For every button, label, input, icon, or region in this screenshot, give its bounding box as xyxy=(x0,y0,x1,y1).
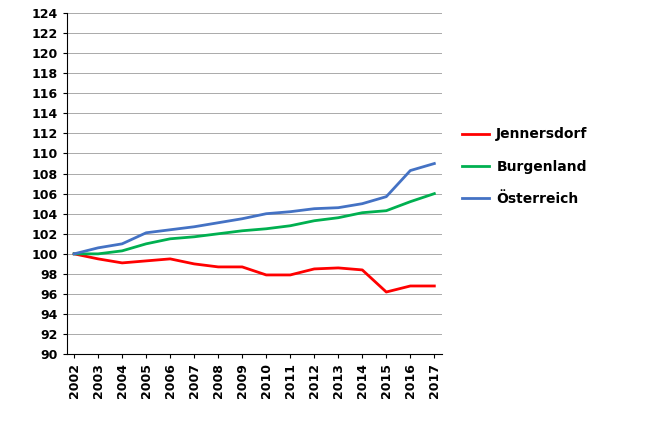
Burgenland xyxy=(94,251,102,257)
Österreich xyxy=(214,220,222,226)
Burgenland xyxy=(334,215,343,220)
Österreich xyxy=(118,241,126,246)
Österreich xyxy=(310,206,318,211)
Österreich xyxy=(406,168,414,173)
Jennersdorf xyxy=(70,251,78,257)
Burgenland xyxy=(70,251,78,257)
Burgenland xyxy=(430,191,438,196)
Burgenland xyxy=(214,231,222,236)
Jennersdorf xyxy=(382,289,390,295)
Jennersdorf xyxy=(334,265,343,270)
Österreich xyxy=(142,230,150,235)
Österreich xyxy=(334,205,343,210)
Jennersdorf xyxy=(406,283,414,289)
Österreich xyxy=(166,227,174,232)
Burgenland xyxy=(382,208,390,213)
Jennersdorf xyxy=(238,264,246,270)
Jennersdorf xyxy=(94,256,102,261)
Österreich xyxy=(238,216,246,221)
Jennersdorf xyxy=(118,260,126,266)
Burgenland xyxy=(262,226,270,232)
Österreich xyxy=(94,245,102,251)
Österreich xyxy=(286,209,294,214)
Burgenland xyxy=(310,218,318,223)
Jennersdorf xyxy=(190,261,198,267)
Österreich xyxy=(190,224,198,229)
Burgenland xyxy=(142,241,150,246)
Burgenland xyxy=(118,248,126,254)
Burgenland xyxy=(406,199,414,204)
Jennersdorf xyxy=(286,272,294,277)
Jennersdorf xyxy=(142,258,150,264)
Jennersdorf xyxy=(214,264,222,270)
Line: Österreich: Österreich xyxy=(74,164,434,254)
Österreich xyxy=(70,251,78,257)
Burgenland xyxy=(286,223,294,229)
Jennersdorf xyxy=(262,272,270,277)
Line: Burgenland: Burgenland xyxy=(74,194,434,254)
Line: Jennersdorf: Jennersdorf xyxy=(74,254,434,292)
Jennersdorf xyxy=(166,256,174,261)
Österreich xyxy=(382,194,390,199)
Burgenland xyxy=(190,234,198,239)
Jennersdorf xyxy=(359,267,367,273)
Österreich xyxy=(359,201,367,206)
Jennersdorf xyxy=(430,283,438,289)
Burgenland xyxy=(359,210,367,215)
Jennersdorf xyxy=(310,266,318,271)
Österreich xyxy=(262,211,270,216)
Burgenland xyxy=(238,228,246,233)
Burgenland xyxy=(166,236,174,241)
Legend: Jennersdorf, Burgenland, Österreich: Jennersdorf, Burgenland, Österreich xyxy=(456,122,593,211)
Österreich xyxy=(430,161,438,166)
